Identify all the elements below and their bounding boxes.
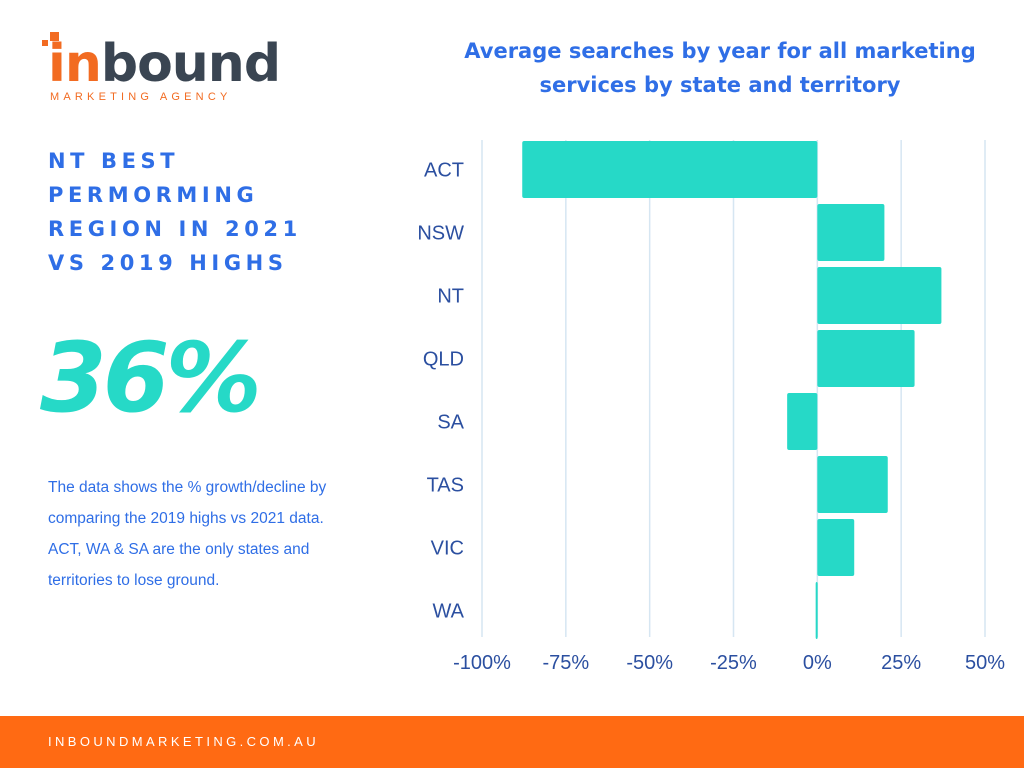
category-label: NSW [417, 223, 464, 245]
category-label: WA [433, 601, 465, 623]
x-tick-label: -50% [626, 652, 673, 674]
x-tick-label: -100% [453, 652, 511, 674]
bar-chart: ACT NSW NT QLD SA TAS VIC WA -100% -75% -50% -25% 0%… [417, 140, 1005, 674]
bar [817, 267, 942, 324]
logo-dot-decoration-small [42, 40, 48, 46]
headline: NT BEST PERMORMING REGION IN 2021 VS 201… [48, 149, 302, 275]
logo-wordmark-part2: bound [100, 34, 281, 94]
category-label: SA [437, 412, 464, 434]
logo-wordmark: inbound [48, 34, 281, 94]
bar [522, 141, 818, 198]
category-label: ACT [424, 160, 464, 182]
footer: INBOUNDMARKETING.COM.AU [0, 716, 1024, 768]
bar [817, 330, 915, 387]
x-tick-label: 0% [803, 652, 832, 674]
logo-dot-decoration [50, 32, 59, 41]
logo-subtitle: MARKETING AGENCY [50, 91, 232, 103]
bar [817, 456, 888, 513]
bar [817, 519, 855, 576]
category-label: QLD [423, 349, 464, 371]
footer-url: INBOUNDMARKETING.COM.AU [48, 734, 320, 749]
x-tick-label: -75% [542, 652, 589, 674]
bar [815, 582, 818, 639]
category-label: TAS [427, 475, 464, 497]
category-label: NT [437, 286, 464, 308]
x-tick-label: 50% [965, 652, 1005, 674]
description: The data shows the % growth/decline by c… [48, 479, 327, 589]
chart-title: Average searches by year for all marketi… [464, 39, 976, 97]
bar [817, 204, 885, 261]
x-tick-label: 25% [881, 652, 921, 674]
category-label: VIC [431, 538, 464, 560]
logo: inbound MARKETING AGENCY [42, 32, 288, 106]
big-stat: 36% [40, 322, 262, 434]
x-tick-label: -25% [710, 652, 757, 674]
logo-wordmark-part1: in [48, 34, 102, 94]
bar [787, 393, 818, 450]
